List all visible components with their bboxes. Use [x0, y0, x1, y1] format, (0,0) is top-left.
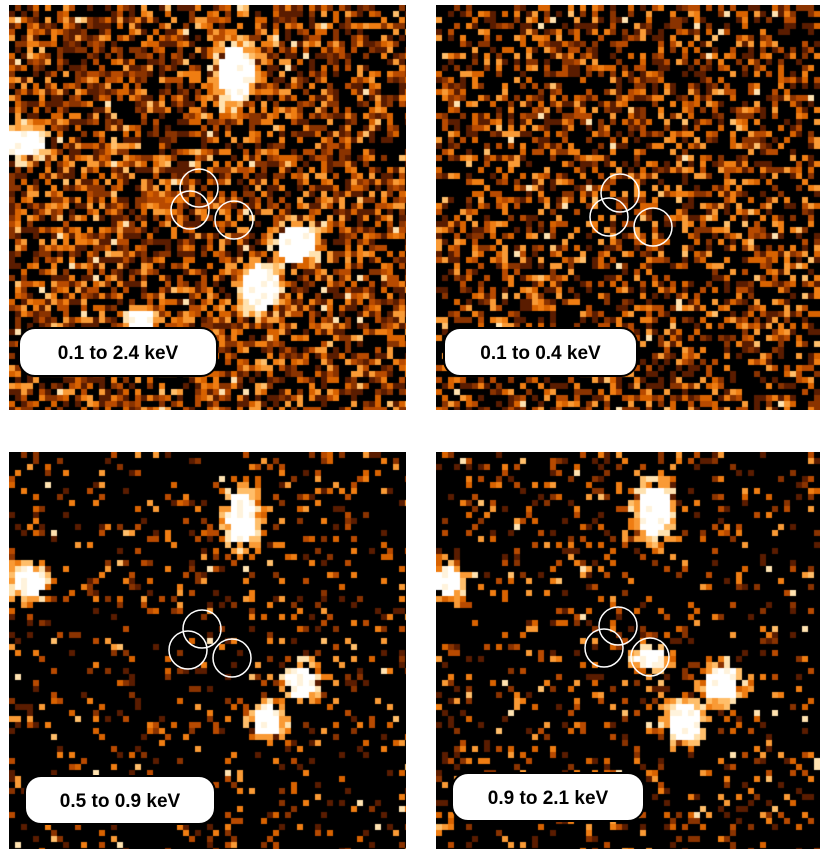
source-circles — [168, 609, 252, 678]
source-circle — [630, 637, 670, 677]
source-circle — [598, 606, 638, 646]
energy-band-label: 0.1 to 2.4 keV — [18, 327, 218, 377]
source-circle — [633, 207, 673, 247]
source-circle — [589, 197, 629, 237]
xray-image-panel-broadband: 0.1 to 2.4 keV — [9, 5, 406, 410]
source-circles — [170, 168, 254, 240]
source-circle — [584, 628, 624, 668]
energy-band-label: 0.5 to 0.9 keV — [24, 775, 216, 825]
xray-image-panel-soft: 0.1 to 0.4 keV — [436, 5, 820, 410]
source-circles — [589, 173, 673, 247]
source-circle — [212, 638, 252, 678]
source-circle — [179, 168, 219, 208]
source-circle — [214, 200, 254, 240]
source-circles — [584, 606, 670, 677]
source-circle — [170, 190, 210, 230]
xray-image-panel-hard: 0.9 to 2.1 keV — [436, 452, 820, 849]
xray-image-panel-medium: 0.5 to 0.9 keV — [9, 452, 406, 849]
source-circle — [182, 609, 222, 649]
energy-band-label: 0.9 to 2.1 keV — [451, 772, 645, 822]
source-circle — [168, 630, 208, 670]
energy-band-label: 0.1 to 0.4 keV — [443, 327, 638, 377]
source-circle — [600, 173, 640, 213]
